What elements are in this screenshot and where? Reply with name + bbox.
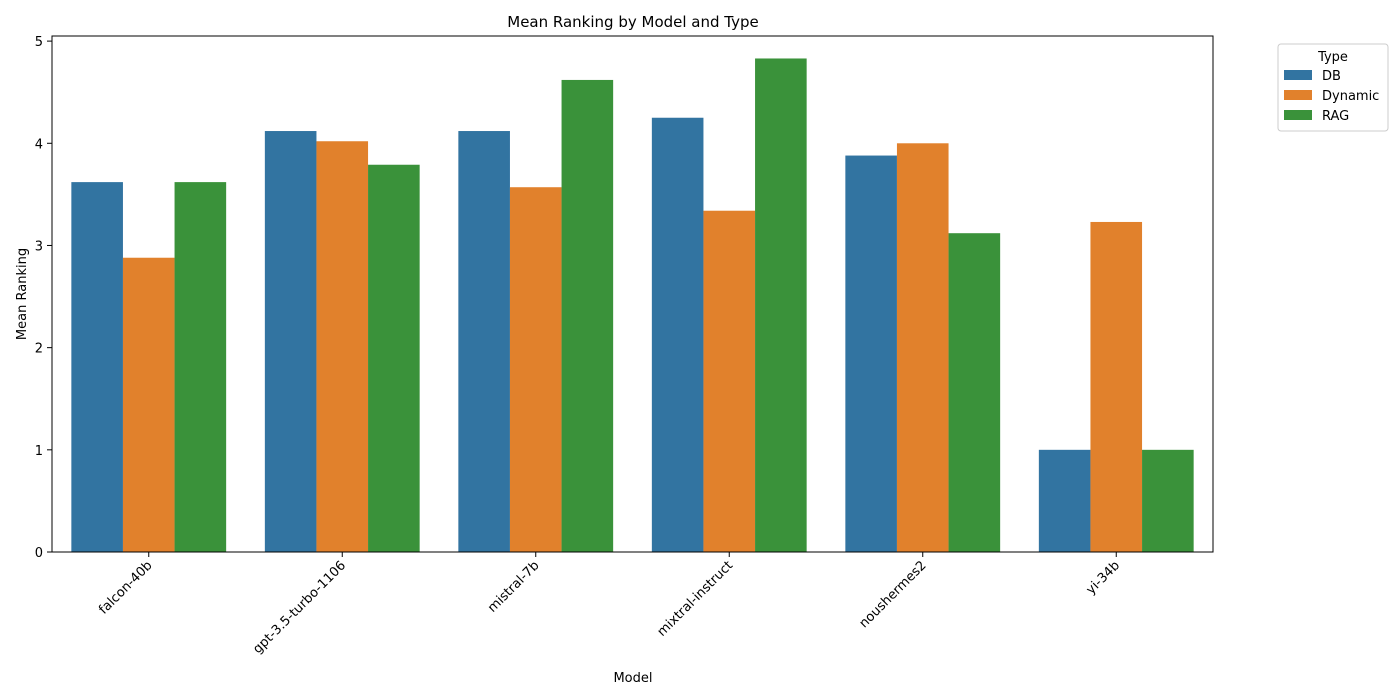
x-tick-label-gpt-3.5-turbo-1106: gpt-3.5-turbo-1106 — [250, 558, 349, 657]
x-tick-label-yi-34b: yi-34b — [1084, 558, 1123, 597]
bar-yi-34b-rag — [1142, 449, 1194, 552]
bar-falcon-40b-db — [71, 182, 123, 553]
bar-gpt-3.5-turbo-1106-rag — [368, 164, 420, 553]
legend-title: Type — [1317, 50, 1348, 65]
bar-mistral-7b-db — [458, 131, 510, 552]
bar-mixtral-instruct-rag — [755, 58, 807, 552]
bar-yi-34b-db — [1038, 449, 1091, 552]
bar-mixtral-instruct-dynamic — [703, 210, 756, 552]
y-axis: 0 1 2 3 4 5 — [35, 35, 52, 561]
bar-falcon-40b-dynamic — [122, 257, 175, 552]
legend-label-db: DB — [1322, 69, 1341, 84]
legend: Type DB Dynamic RAG — [1277, 43, 1389, 132]
plot-frame — [51, 35, 1214, 553]
x-tick-label-noushermes2: noushermes2 — [857, 558, 930, 631]
bar-mistral-7b-rag — [561, 79, 614, 552]
x-axis: falcon-40b gpt-3.5-turbo-1106 mistral-7b mi… — [96, 552, 1123, 657]
bar-mixtral-instruct-db — [651, 117, 704, 553]
y-tick-label: 2 — [35, 342, 43, 357]
y-tick-label: 4 — [35, 137, 43, 152]
bar-mistral-7b-dynamic — [509, 187, 562, 552]
bar-noushermes2-db — [845, 155, 897, 553]
legend-label-rag: RAG — [1322, 109, 1349, 124]
bar-falcon-40b-rag — [174, 182, 227, 553]
x-tick-label-mistral-7b: mistral-7b — [485, 558, 542, 615]
x-tick-label-mixtral-instruct: mixtral-instruct — [655, 558, 736, 639]
bar-noushermes2-dynamic — [896, 143, 949, 553]
legend-swatch-dynamic — [1284, 90, 1312, 100]
y-tick-label: 1 — [35, 444, 43, 459]
legend-frame — [1277, 43, 1389, 132]
chart-title: Mean Ranking by Model and Type — [507, 13, 759, 31]
bar-gpt-3.5-turbo-1106-dynamic — [316, 141, 369, 553]
y-tick-label: 5 — [35, 35, 43, 50]
bar-gpt-3.5-turbo-1106-db — [264, 131, 317, 552]
y-axis-label: Mean Ranking — [15, 248, 30, 340]
x-axis-label: Model — [613, 671, 652, 686]
legend-swatch-rag — [1284, 110, 1312, 120]
y-tick-label: 3 — [35, 239, 43, 254]
y-tick-label: 0 — [35, 546, 43, 561]
bars-group — [71, 58, 1194, 553]
bar-noushermes2-rag — [948, 233, 1001, 552]
legend-swatch-db — [1284, 70, 1312, 80]
legend-items: DB Dynamic RAG — [1284, 69, 1379, 124]
bar-yi-34b-dynamic — [1090, 221, 1143, 552]
legend-label-dynamic: Dynamic — [1322, 89, 1379, 104]
x-tick-label-falcon-40b: falcon-40b — [96, 558, 155, 617]
